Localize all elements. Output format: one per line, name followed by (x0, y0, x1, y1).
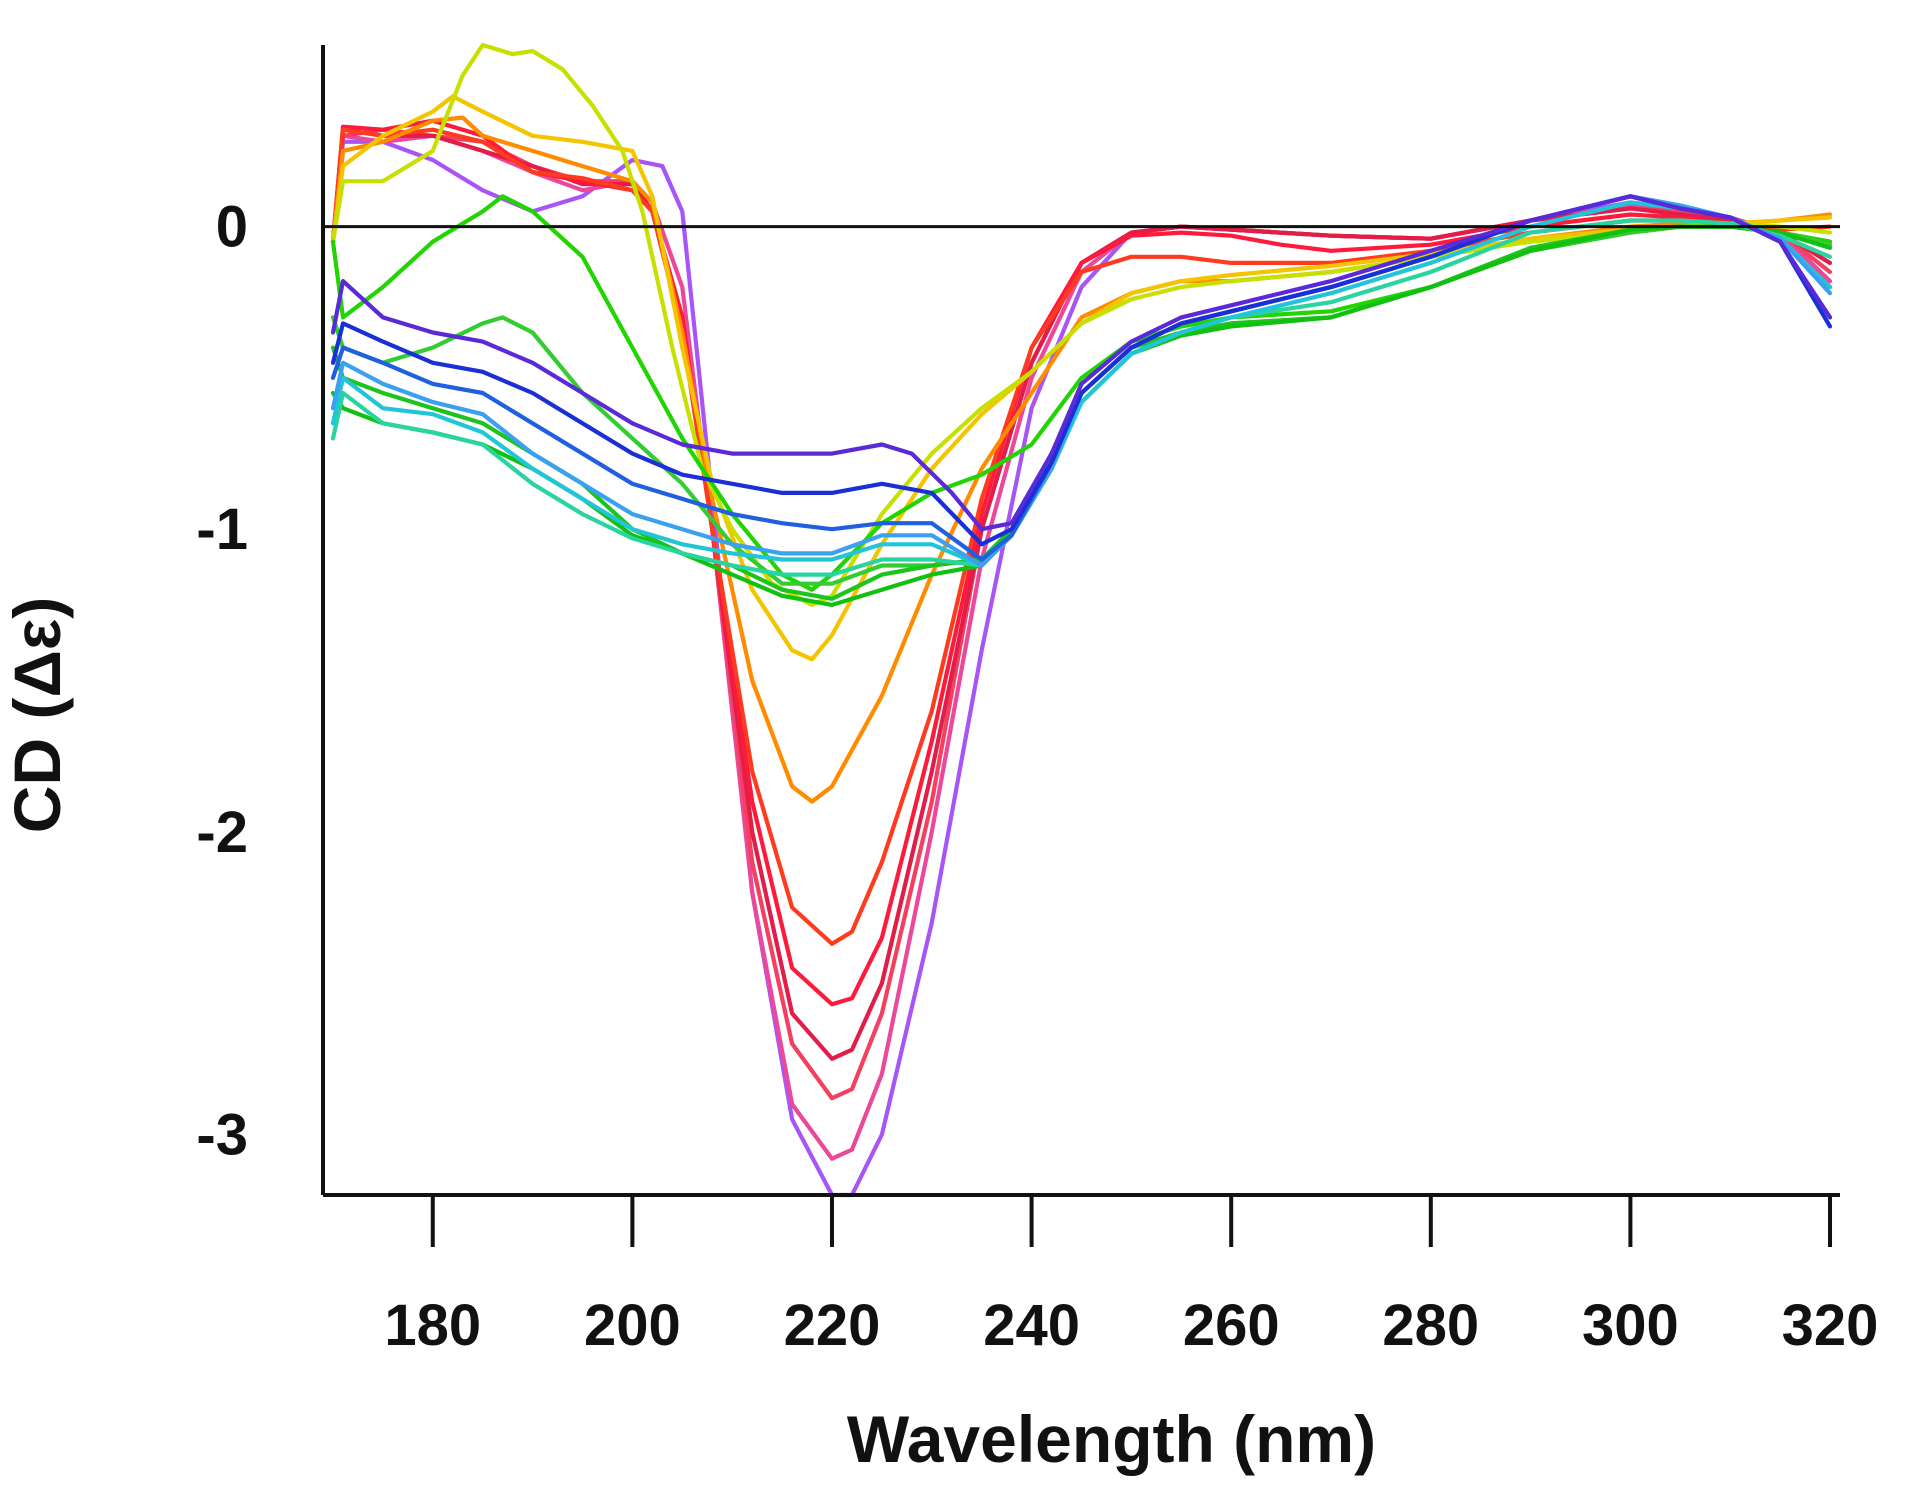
series-line-trace-5 (330, 118, 1833, 1007)
series-line-trace-19 (330, 194, 1833, 532)
x-axis-ticks: 180 200 220 240 260 280 300 320 (384, 1195, 1878, 1358)
series-layer (330, 42, 1833, 1198)
y-tick-label--1: -1 (196, 497, 248, 562)
series-line-trace-18 (330, 194, 1833, 547)
x-tick-label-320: 320 (1782, 1293, 1879, 1358)
x-tick-label-200: 200 (584, 1293, 681, 1358)
x-axis-title: Wavelength (nm) (847, 1402, 1376, 1476)
y-tick-label--2: -2 (196, 800, 248, 865)
series-line-trace-1 (330, 139, 1833, 1198)
series-line-trace-6 (330, 127, 1833, 946)
series-line-trace-12 (330, 224, 1833, 601)
series-line-trace-4 (330, 127, 1833, 1061)
x-tick-label-180: 180 (384, 1293, 481, 1358)
y-tick-label-0: 0 (216, 195, 248, 260)
x-tick-label-260: 260 (1183, 1293, 1280, 1358)
series-line-trace-7 (330, 115, 1833, 804)
x-tick-label-240: 240 (983, 1293, 1080, 1358)
x-tick-label-280: 280 (1382, 1293, 1479, 1358)
y-tick-label--3: -3 (196, 1102, 248, 1167)
series-line-trace-13 (330, 224, 1833, 608)
x-tick-label-300: 300 (1582, 1293, 1679, 1358)
y-axis-ticks: 0 -1 -2 -3 (196, 195, 248, 1168)
y-axis-title: CD (Δε) (0, 597, 74, 833)
x-tick-label-220: 220 (784, 1293, 881, 1358)
series-line-trace-9 (330, 42, 1833, 608)
